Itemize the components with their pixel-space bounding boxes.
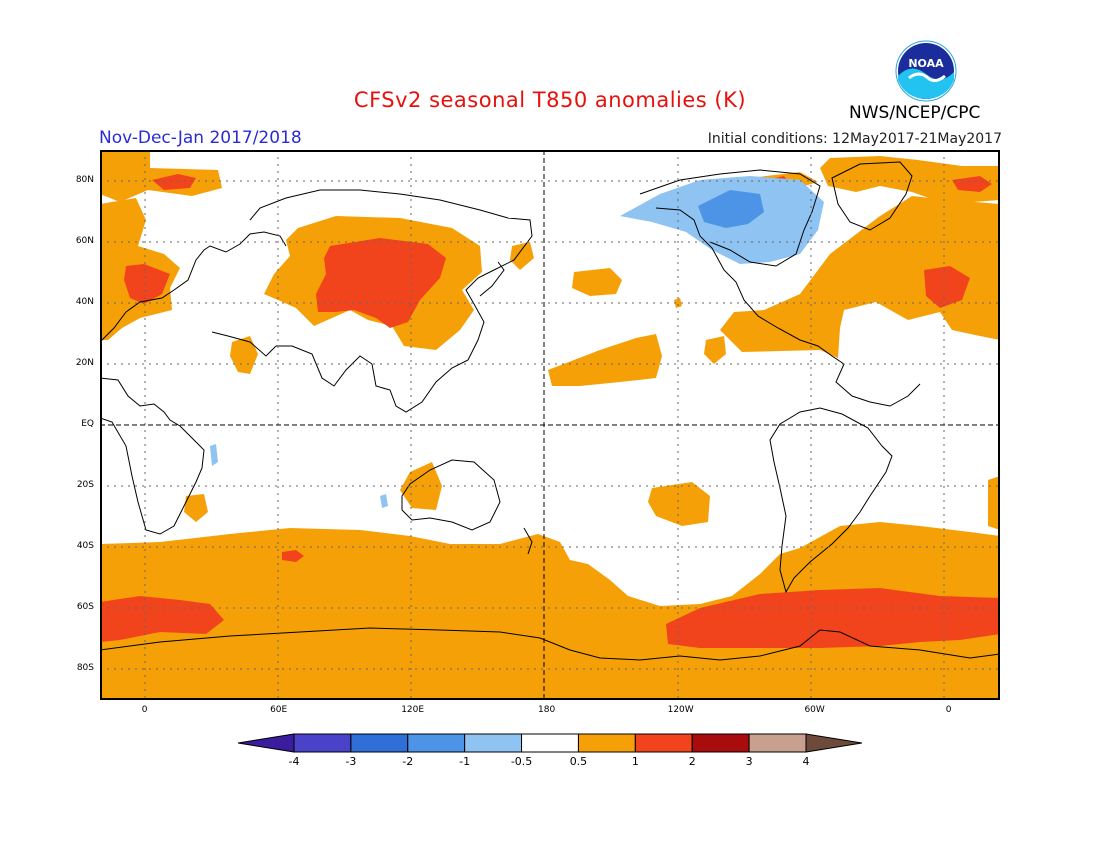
colorbar-swatch xyxy=(748,733,807,753)
colorbar-label: -3 xyxy=(345,755,357,768)
anomaly-arctic-east-strong xyxy=(952,176,992,192)
anomaly-canada-cool-strong xyxy=(698,190,764,228)
longitude-label: 120E xyxy=(401,705,425,715)
anomaly-arctic-east xyxy=(820,156,1000,204)
colorbar-label: 4 xyxy=(802,755,810,768)
longitude-label: 120W xyxy=(667,705,694,715)
anomaly-caribbean xyxy=(704,336,726,364)
colorbar-label: 3 xyxy=(745,755,753,768)
agency-label: NWS/NCEP/CPC xyxy=(849,103,981,123)
colorbar-swatch xyxy=(464,733,523,753)
reference-lines xyxy=(100,150,1000,700)
coast-new-zealand xyxy=(523,527,533,555)
anomaly-arctic-west-strong xyxy=(152,174,196,190)
coast-arctic-canada xyxy=(639,169,821,267)
colorbar-label: -1 xyxy=(459,755,471,768)
noaa-logo-icon: NOAA xyxy=(895,40,957,102)
coast-europe xyxy=(100,231,287,343)
colorbar-label: 2 xyxy=(688,755,696,768)
anomaly-atlantic-strong xyxy=(924,266,970,308)
latitude-label: 60S xyxy=(76,602,94,613)
colorbar-label: 1 xyxy=(631,755,639,768)
forecast-period: Nov-Dec-Jan 2017/2018 xyxy=(99,128,302,148)
colorbar-swatch-min xyxy=(238,733,295,753)
coast-asia xyxy=(211,189,533,413)
anomaly-arabia xyxy=(230,336,258,374)
colorbar-swatch-max xyxy=(805,733,862,753)
colorbar-swatch xyxy=(350,733,409,753)
coast-north-america xyxy=(655,207,921,407)
latitude-label: 60N xyxy=(75,235,94,246)
coast-japan xyxy=(479,261,505,297)
coastlines xyxy=(100,161,1000,661)
coast-antarctica xyxy=(100,627,1000,661)
latitude-label: 20S xyxy=(76,480,94,491)
initial-conditions: Initial conditions: 12May2017-21May2017 xyxy=(707,131,1002,147)
longitude-label: 60W xyxy=(804,705,825,715)
longitude-label: 180 xyxy=(538,705,556,715)
coast-africa xyxy=(100,377,205,535)
colorbar-swatch xyxy=(407,733,466,753)
colorbar-swatch xyxy=(577,733,636,753)
anomaly-asia-strong xyxy=(316,238,446,328)
anomaly-indian-cool xyxy=(380,494,388,508)
longitude-label: 0 xyxy=(141,705,148,715)
latitude-label: 80S xyxy=(76,663,94,674)
coast-greenland xyxy=(831,161,913,231)
anomaly-east-pacific-dot xyxy=(674,298,682,308)
longitude-label: 60E xyxy=(270,705,288,715)
anomaly-warm xyxy=(100,174,1000,648)
latitude-label: 40S xyxy=(76,541,94,552)
anomaly-south-pacific xyxy=(648,482,710,526)
anomaly-map xyxy=(100,150,1000,700)
latitude-label: 20N xyxy=(75,357,94,368)
coast-south-america xyxy=(769,407,893,594)
noaa-logo-text: NOAA xyxy=(908,57,944,70)
latitude-label: 80N xyxy=(75,174,94,185)
anomaly-arctic-west xyxy=(100,150,222,202)
colorbar-swatch xyxy=(634,733,693,753)
anomaly-s-america-east xyxy=(988,476,1000,530)
colorbar-label: 0.5 xyxy=(569,755,588,768)
colorbar-label: -2 xyxy=(402,755,414,768)
anomaly-pacific-small xyxy=(510,242,534,270)
colorbar-swatch xyxy=(691,733,750,753)
anomaly-east-africa-cool xyxy=(210,444,218,466)
colorbar xyxy=(238,733,862,753)
coast-australia xyxy=(401,459,501,531)
map-frame xyxy=(100,150,1000,700)
anomaly-southern-belt xyxy=(100,522,1000,700)
anomaly-indian-dot xyxy=(282,550,304,562)
latitude-label: 40N xyxy=(75,296,94,307)
anomaly-pacific-central xyxy=(572,268,622,296)
colorbar-swatch xyxy=(293,733,352,753)
latitude-label: EQ xyxy=(81,419,94,429)
longitude-label: 0 xyxy=(945,705,952,715)
colorbar-swatch xyxy=(521,733,579,753)
anomaly-atlantic-north xyxy=(720,196,1000,358)
colorbar-label: -4 xyxy=(288,755,300,768)
colorbar-label: -0.5 xyxy=(510,755,533,768)
anomaly-southern-east-strong xyxy=(666,588,1000,648)
chart-title: CFSv2 seasonal T850 anomalies (K) xyxy=(353,88,747,112)
anomaly-hawaii xyxy=(548,334,662,386)
anomaly-south-africa xyxy=(184,494,208,522)
anomaly-europe-strong xyxy=(124,264,170,304)
